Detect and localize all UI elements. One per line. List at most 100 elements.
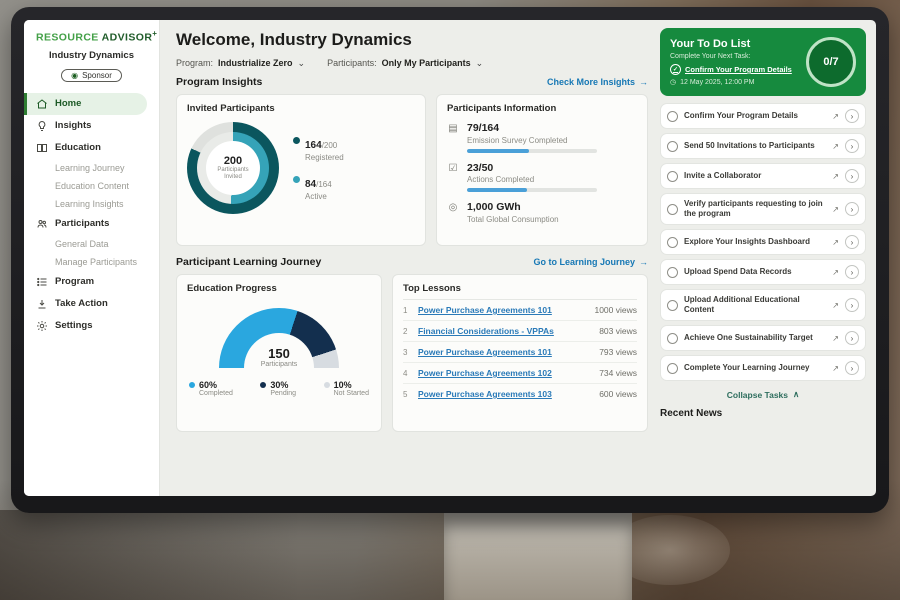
external-link-icon: ↗ [832,171,839,181]
chevron-right-icon[interactable]: › [845,298,859,312]
checkbox-icon[interactable] [667,110,678,122]
chevron-right-icon[interactable]: › [845,139,859,153]
sidebar-item-program[interactable]: Program [24,271,159,293]
actions-completed-stat: ☑ 23/50 Actions Completed [447,162,637,193]
sidebar-item-home[interactable]: Home [24,92,147,115]
invited-total: 200 [223,154,243,167]
sidebar-item-label: Manage Participants [55,256,138,267]
pending-value: 30% [270,380,289,390]
checkbox-icon[interactable] [667,170,678,182]
lesson-link[interactable]: Power Purchase Agreements 101 [418,347,552,357]
task-row[interactable]: Confirm Your Program Details ↗ › [660,103,866,129]
app-logo[interactable]: RESOURCE ADVISOR+ [24,29,159,50]
clock-icon: ◷ [670,79,677,86]
task-label: Upload Spend Data Records [684,267,792,276]
task-row[interactable]: Complete Your Learning Journey ↗ › [660,355,866,381]
chevron-right-icon[interactable]: › [845,202,859,216]
not-started-label: Not Started [333,390,369,397]
sidebar-item-education-content[interactable]: Education Content [24,177,159,195]
task-row[interactable]: Verify participants requesting to join t… [660,193,866,225]
not-started-value: 10% [333,380,352,390]
consumption-value: 1,000 GWh [467,201,521,214]
gear-icon [36,320,48,332]
task-label: Complete Your Learning Journey [684,363,810,372]
collapse-tasks-button[interactable]: Collapse Tasks ∧ [660,389,866,400]
chevron-right-icon[interactable]: › [845,169,859,183]
book-icon [36,142,48,154]
task-row[interactable]: Achieve One Sustainability Target ↗ › [660,325,866,351]
top-lessons-card: Top Lessons 1 Power Purchase Agreements … [392,274,648,432]
gauge-value: 150 [268,345,290,361]
program-filter-label: Program: [176,58,214,68]
invited-card-title: Invited Participants [187,103,275,114]
lesson-link[interactable]: Power Purchase Agreements 101 [418,305,552,315]
task-label: Send 50 Invitations to Participants [684,141,815,150]
checkbox-icon[interactable] [667,140,678,152]
checkbox-icon[interactable] [667,266,678,278]
sidebar-item-education[interactable]: Education [24,137,159,159]
sidebar-item-learning-journey[interactable]: Learning Journey [24,159,159,177]
list-icon [36,276,48,288]
active-value: 84 [305,179,317,190]
next-task-label: Confirm Your Program Details [685,65,792,74]
chevron-right-icon[interactable]: › [845,331,859,345]
sidebar-item-learning-insights[interactable]: Learning Insights [24,195,159,213]
sidebar-item-label: Settings [55,320,93,331]
lesson-row: 2 Financial Considerations - VPPAs 803 v… [403,321,637,342]
chevron-right-icon[interactable]: › [845,265,859,279]
check-more-insights-link[interactable]: Check More Insights → [547,77,648,87]
sidebar-item-general-data[interactable]: General Data [24,235,159,253]
sidebar-item-take-action[interactable]: Take Action [24,293,159,315]
program-insights-title: Program Insights [176,76,263,88]
education-card-title: Education Progress [187,283,277,294]
lesson-link[interactable]: Financial Considerations - VPPAs [418,326,554,336]
task-label: Invite a Collaborator [684,171,762,180]
lesson-rank: 5 [403,389,408,399]
todo-progress-ring: 0/7 [806,37,856,87]
chevron-down-icon: ⌄ [297,57,306,68]
sidebar-item-label: General Data [55,238,109,249]
task-row[interactable]: Send 50 Invitations to Participants ↗ › [660,133,866,159]
invited-donut-inner-ring: 200 Participants Invited [197,132,269,204]
lesson-row: 5 Power Purchase Agreements 103 600 view… [403,384,637,404]
top-lessons-title: Top Lessons [403,283,637,300]
dashboard-screen: RESOURCE ADVISOR+ Industry Dynamics ◉ Sp… [24,20,876,496]
go-to-learning-journey-link[interactable]: Go to Learning Journey → [533,257,648,267]
lesson-link[interactable]: Power Purchase Agreements 102 [418,368,552,378]
todo-next-task[interactable]: ✓ Confirm Your Program Details [670,64,792,75]
collapse-label: Collapse Tasks [726,389,789,400]
chevron-right-icon[interactable]: › [845,235,859,249]
lesson-row: 3 Power Purchase Agreements 101 793 view… [403,342,637,363]
lesson-link[interactable]: Power Purchase Agreements 103 [418,389,552,399]
task-row[interactable]: Invite a Collaborator ↗ › [660,163,866,189]
sidebar-item-label: Participants [55,218,110,229]
filters-bar: Program: Industrialize Zero ⌄ Participan… [176,58,648,68]
actions-completed-progressbar [467,188,597,193]
sidebar-item-label: Learning Insights [55,198,124,209]
task-row[interactable]: Upload Spend Data Records ↗ › [660,259,866,285]
emission-survey-stat: ▤ 79/164 Emission Survey Completed [447,122,637,153]
education-gauge-chart: 150 Participants [219,308,339,368]
task-label: Achieve One Sustainability Target [684,333,813,342]
checkbox-icon[interactable] [667,299,678,311]
participants-filter[interactable]: Participants: Only My Participants ⌄ [327,58,483,68]
task-row[interactable]: Upload Additional Educational Content ↗ … [660,289,866,321]
task-row[interactable]: Explore Your Insights Dashboard ↗ › [660,229,866,255]
sidebar-item-manage-participants[interactable]: Manage Participants [24,253,159,271]
sidebar-item-settings[interactable]: Settings [24,315,159,337]
checkbox-icon[interactable] [667,236,678,248]
program-filter[interactable]: Program: Industrialize Zero ⌄ [176,58,305,68]
sponsor-badge[interactable]: ◉ Sponsor [61,69,122,82]
chevron-right-icon[interactable]: › [845,109,859,123]
sidebar-item-insights[interactable]: Insights [24,115,159,137]
external-link-icon: ↗ [832,111,839,121]
lesson-rank: 4 [403,368,408,378]
todo-title: Your To Do List [670,38,751,50]
sidebar-item-label: Home [55,98,82,109]
checkbox-icon[interactable] [667,332,678,344]
checkbox-icon[interactable] [667,203,678,215]
checkbox-icon[interactable] [667,362,678,374]
chevron-right-icon[interactable]: › [845,361,859,375]
sidebar-item-participants[interactable]: Participants [24,213,159,235]
